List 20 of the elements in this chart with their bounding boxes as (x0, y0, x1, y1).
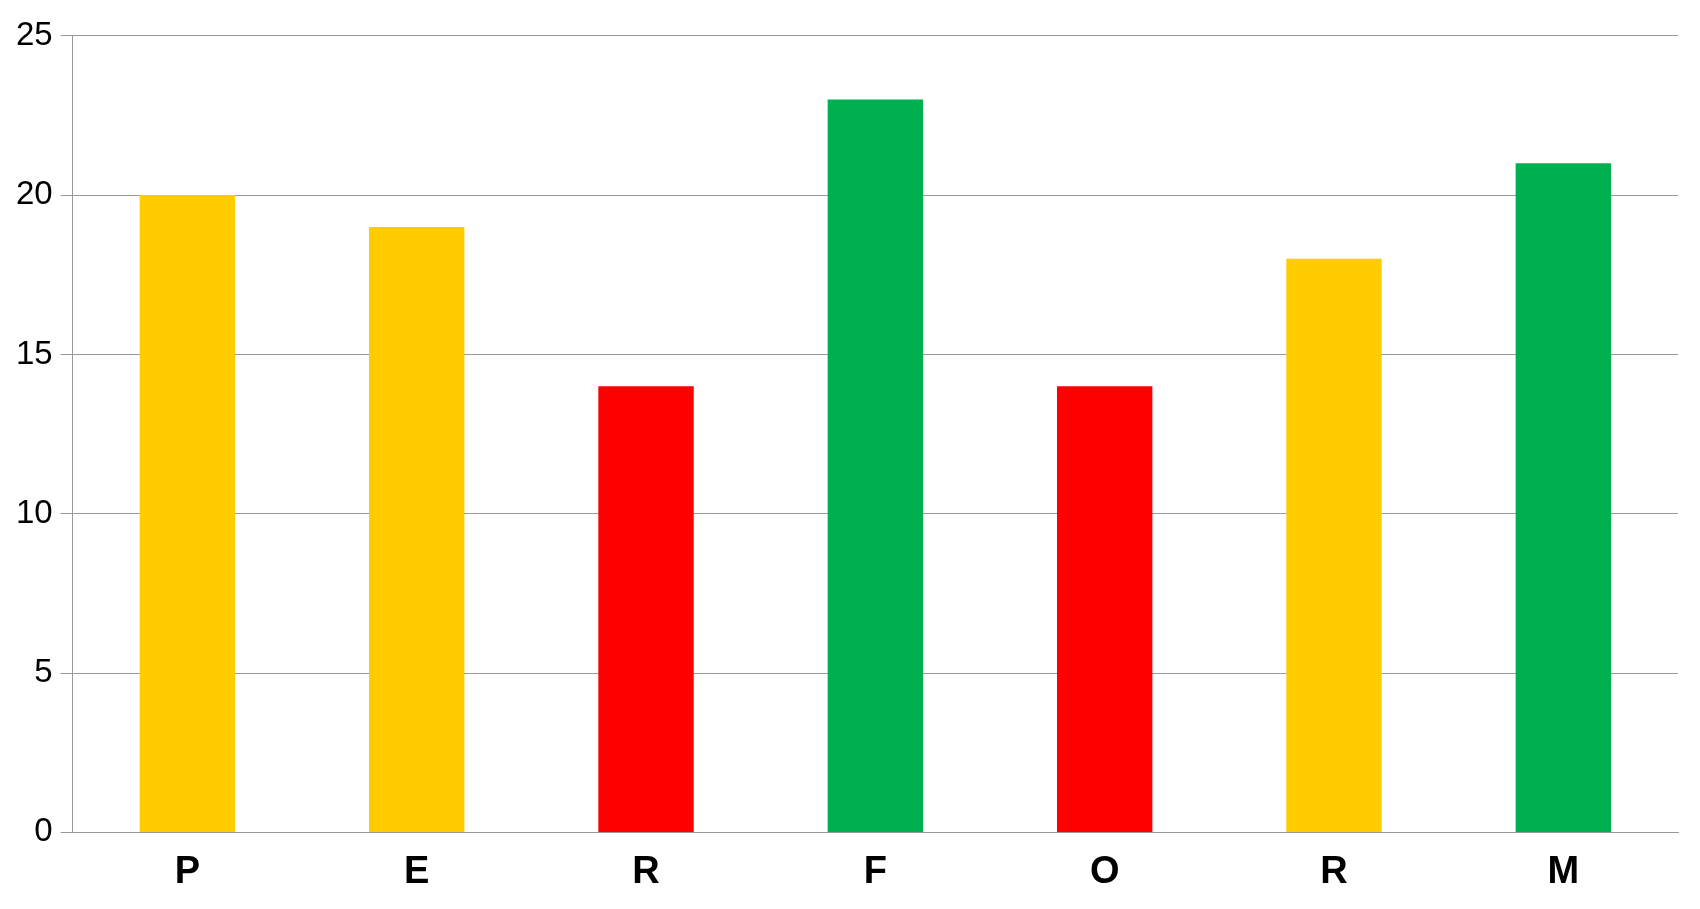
bar (598, 386, 694, 832)
x-tick-label: O (1089, 848, 1120, 891)
y-tick-label: 5 (34, 652, 53, 690)
bar (1286, 258, 1382, 832)
bar (1056, 386, 1153, 832)
x-tick-label: R (632, 848, 660, 891)
y-tick-label: 15 (15, 333, 53, 371)
x-tick-label: M (1547, 848, 1580, 891)
y-tick-label: 20 (15, 174, 53, 212)
x-tick-label: E (404, 848, 430, 891)
bar (1515, 163, 1612, 832)
x-tick-label: R (1320, 848, 1348, 891)
bar (827, 99, 924, 832)
y-tick-label: 10 (15, 492, 53, 530)
y-tick-label: 25 (15, 14, 53, 52)
x-tick-label: P (174, 848, 201, 891)
bar (139, 195, 236, 832)
x-tick-label: F (863, 848, 887, 891)
y-tick-label: 0 (34, 811, 53, 849)
bar (369, 226, 465, 832)
